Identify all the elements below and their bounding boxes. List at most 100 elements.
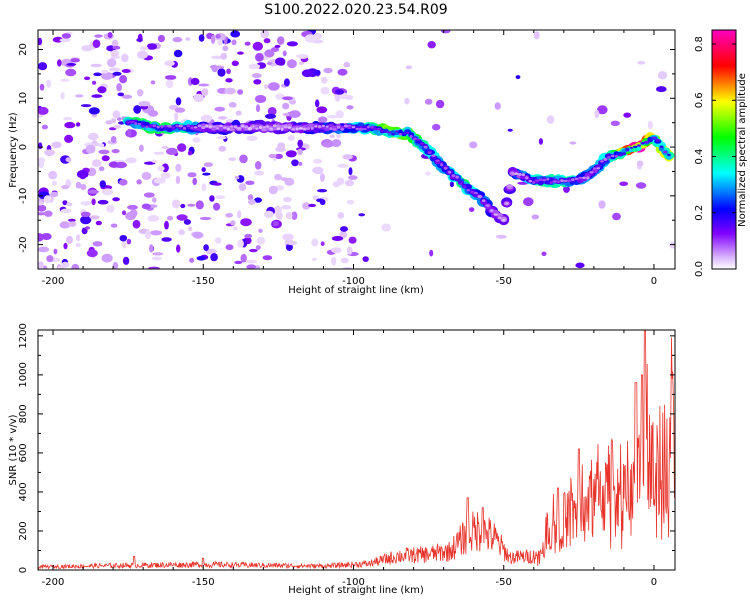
spectrogram-cell bbox=[139, 46, 149, 51]
spectrogram-ridge-cell bbox=[663, 150, 667, 154]
x-tick-label: 0 bbox=[651, 577, 657, 588]
spectrogram-cell bbox=[619, 181, 629, 187]
spectrogram-cell bbox=[226, 68, 232, 75]
spectrogram-ridge-cell bbox=[398, 133, 403, 136]
spectrogram-cell bbox=[282, 50, 287, 57]
spectrogram-cell bbox=[283, 78, 290, 87]
spectrogram-cell bbox=[188, 226, 193, 231]
spectrogram-cell bbox=[346, 105, 354, 110]
spectrogram-ridge-cell bbox=[481, 199, 486, 202]
spectrogram-cell bbox=[277, 142, 286, 150]
spectrogram-cell bbox=[111, 149, 120, 154]
spectrogram-cell bbox=[220, 52, 228, 60]
spectrogram-ridge-cell bbox=[667, 153, 671, 157]
spectrogram-ridge-cell bbox=[134, 122, 138, 125]
spectrogram-cell bbox=[85, 226, 90, 230]
spectrogram-cell bbox=[112, 197, 120, 202]
spectrogram-ridge-cell bbox=[380, 129, 385, 133]
spectrogram-cell bbox=[48, 170, 58, 180]
spectrogram-cell bbox=[64, 121, 76, 129]
spectrogram-cell bbox=[107, 58, 117, 68]
spectrogram-cell bbox=[84, 76, 91, 81]
spectrogram-cell bbox=[141, 203, 151, 210]
spectrogram-cell bbox=[311, 257, 317, 262]
spectrogram-cell bbox=[285, 243, 293, 251]
spectrogram-cell bbox=[427, 41, 436, 49]
spectrogram-ridge-cell bbox=[574, 177, 579, 180]
spectrogram-cell bbox=[239, 154, 248, 164]
spectrogram-ridge-cell bbox=[514, 172, 519, 176]
spectrogram-cell bbox=[122, 256, 130, 265]
spectrogram-cell bbox=[139, 144, 144, 152]
spectrogram-ridge-cell bbox=[633, 145, 638, 148]
spectrogram-cell bbox=[234, 260, 243, 265]
spectrogram-cell bbox=[331, 256, 337, 266]
spectrogram-cell bbox=[299, 61, 305, 65]
spectrogram-cell bbox=[610, 120, 620, 127]
spectrogram-ridge-cell bbox=[251, 125, 255, 128]
spectrogram-ridge-cell bbox=[355, 127, 359, 130]
spectrogram-cell bbox=[175, 163, 182, 172]
spectrogram-cell bbox=[435, 99, 445, 109]
spectrogram-cell bbox=[342, 154, 353, 160]
spectrogram-ridge-cell bbox=[537, 180, 544, 186]
spectrogram-ridge-cell bbox=[156, 125, 160, 129]
spectrogram-cell bbox=[234, 176, 240, 180]
spectrogram-cell bbox=[246, 264, 257, 269]
spectrogram-cell bbox=[125, 157, 137, 164]
spectrogram-ridge-cell bbox=[259, 126, 262, 129]
spectrogram-ridge-cell bbox=[190, 126, 194, 130]
spectrogram-cell bbox=[175, 97, 182, 106]
spectrogram-cell bbox=[175, 175, 181, 185]
spectrogram-cell bbox=[274, 153, 283, 159]
spectrogram-ridge-cell bbox=[625, 148, 630, 152]
spectrogram-ridge-cell bbox=[145, 125, 149, 128]
spectrogram-cell bbox=[110, 118, 117, 124]
y-tick-label: 200 bbox=[18, 521, 29, 540]
spectrogram-cell bbox=[90, 63, 102, 68]
snr-frame bbox=[37, 329, 676, 571]
spectrogram-cell bbox=[126, 128, 132, 138]
spectrogram-cell bbox=[57, 59, 62, 67]
spectrogram-cell bbox=[38, 37, 43, 46]
spectrogram-ridge-cell bbox=[610, 154, 615, 158]
spectrogram-cell bbox=[164, 60, 175, 67]
spectrogram-ridge-cell bbox=[490, 209, 494, 212]
spectrogram-cell bbox=[340, 226, 348, 232]
spectrogram-ridge-cell bbox=[167, 124, 172, 128]
spectrogram-cell bbox=[66, 62, 77, 66]
snr-background bbox=[38, 330, 675, 570]
spectrogram-ridge-cell bbox=[295, 127, 299, 131]
spectrogram-cell bbox=[249, 248, 258, 253]
spectrogram-cell bbox=[594, 109, 600, 119]
spectrogram-cell bbox=[656, 86, 667, 93]
spectrogram-cell bbox=[165, 79, 174, 89]
spectrogram-cell bbox=[121, 210, 127, 216]
spectrogram-cell bbox=[569, 141, 577, 145]
spectrogram-cell bbox=[150, 230, 163, 236]
spectrogram-ridge-cell bbox=[391, 133, 396, 136]
spectrogram-cell bbox=[405, 65, 413, 70]
spectrogram-cell bbox=[119, 75, 128, 84]
spectrogram-cell bbox=[45, 79, 52, 88]
spectrogram-ridge-cell bbox=[552, 180, 557, 183]
spectrogram-ridge-cell bbox=[544, 180, 552, 185]
colorbar-tick-label: 0.4 bbox=[694, 149, 705, 165]
spectrogram-cell bbox=[297, 148, 303, 156]
spectrogram-cell bbox=[301, 69, 313, 78]
spectrogram-ridge-cell bbox=[310, 126, 314, 130]
spectrogram-cell bbox=[50, 191, 59, 198]
spectrogram-ridge-cell bbox=[262, 126, 266, 129]
spectrogram-background bbox=[38, 30, 675, 269]
spectrogram-cell bbox=[282, 96, 293, 101]
spectrogram-ridge-cell bbox=[463, 185, 467, 189]
spectrogram-ridge-cell bbox=[197, 127, 202, 132]
spectrogram-cell bbox=[267, 107, 277, 116]
spectrogram-cell bbox=[63, 116, 73, 121]
spectrogram-cell bbox=[211, 64, 218, 73]
spectrogram-cell bbox=[268, 185, 278, 195]
spectrogram-cell bbox=[546, 115, 555, 124]
spectrogram-cell bbox=[264, 210, 274, 219]
spectrogram-cell bbox=[304, 34, 316, 43]
spectrogram-cell bbox=[141, 172, 152, 180]
